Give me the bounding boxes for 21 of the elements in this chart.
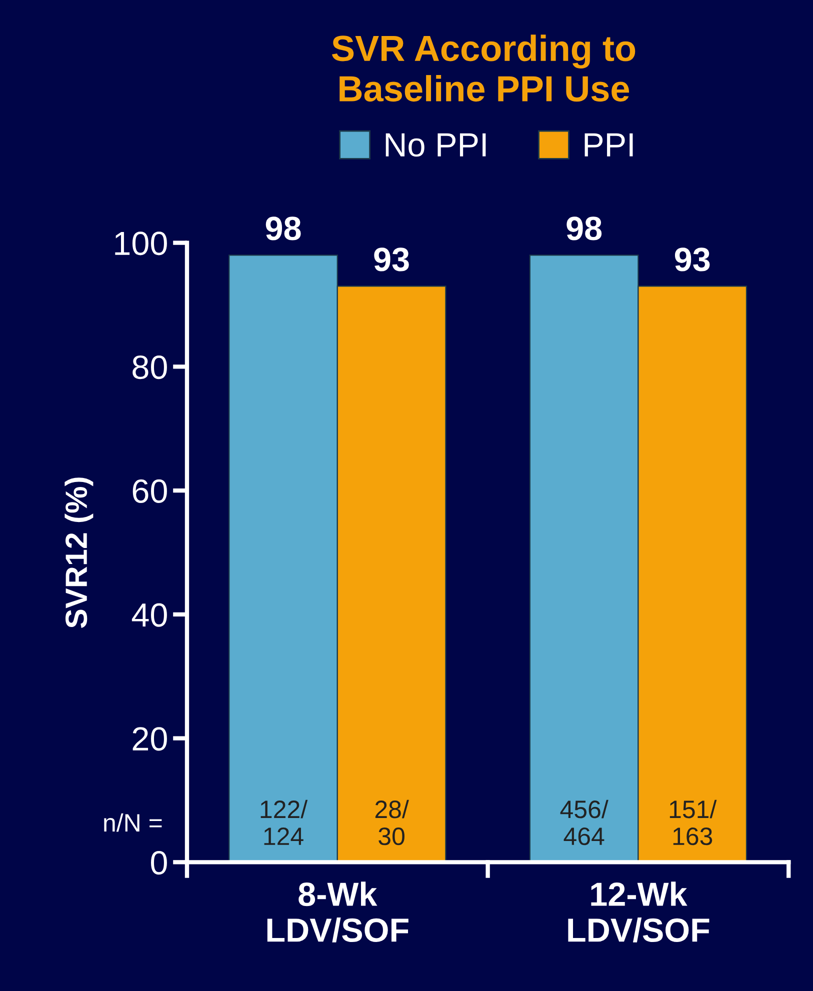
legend-label: No PPI: [386, 133, 486, 157]
data-label: 98: [566, 216, 602, 240]
legend-label: PPI: [584, 133, 633, 156]
y-tick-label: 100: [115, 232, 167, 256]
data-label: 93: [374, 248, 409, 272]
y-tick-label: 80: [132, 355, 167, 380]
annotation: 456/ 464: [560, 800, 608, 846]
chart-title: SVR According to Baseline PPI Use: [332, 34, 636, 102]
x-tick-label: 8-Wk LDV/SOF: [267, 882, 408, 942]
y-tick-label: 40: [132, 603, 167, 627]
data-label: 98: [266, 216, 301, 240]
y-tick-label: 20: [132, 727, 167, 751]
y-tick-label: 60: [132, 479, 167, 503]
annotation: 151/ 163: [670, 800, 717, 846]
text: n/N =: [104, 813, 162, 832]
annotation: 28/ 30: [375, 800, 409, 846]
annotation: 122/ 124: [260, 800, 308, 845]
y-tick-label: 0: [151, 850, 167, 875]
x-tick-label: 12-Wk LDV/SOF: [568, 882, 710, 942]
data-label: 93: [674, 248, 710, 272]
y-axis-title: SVR12 (%): [64, 478, 94, 628]
